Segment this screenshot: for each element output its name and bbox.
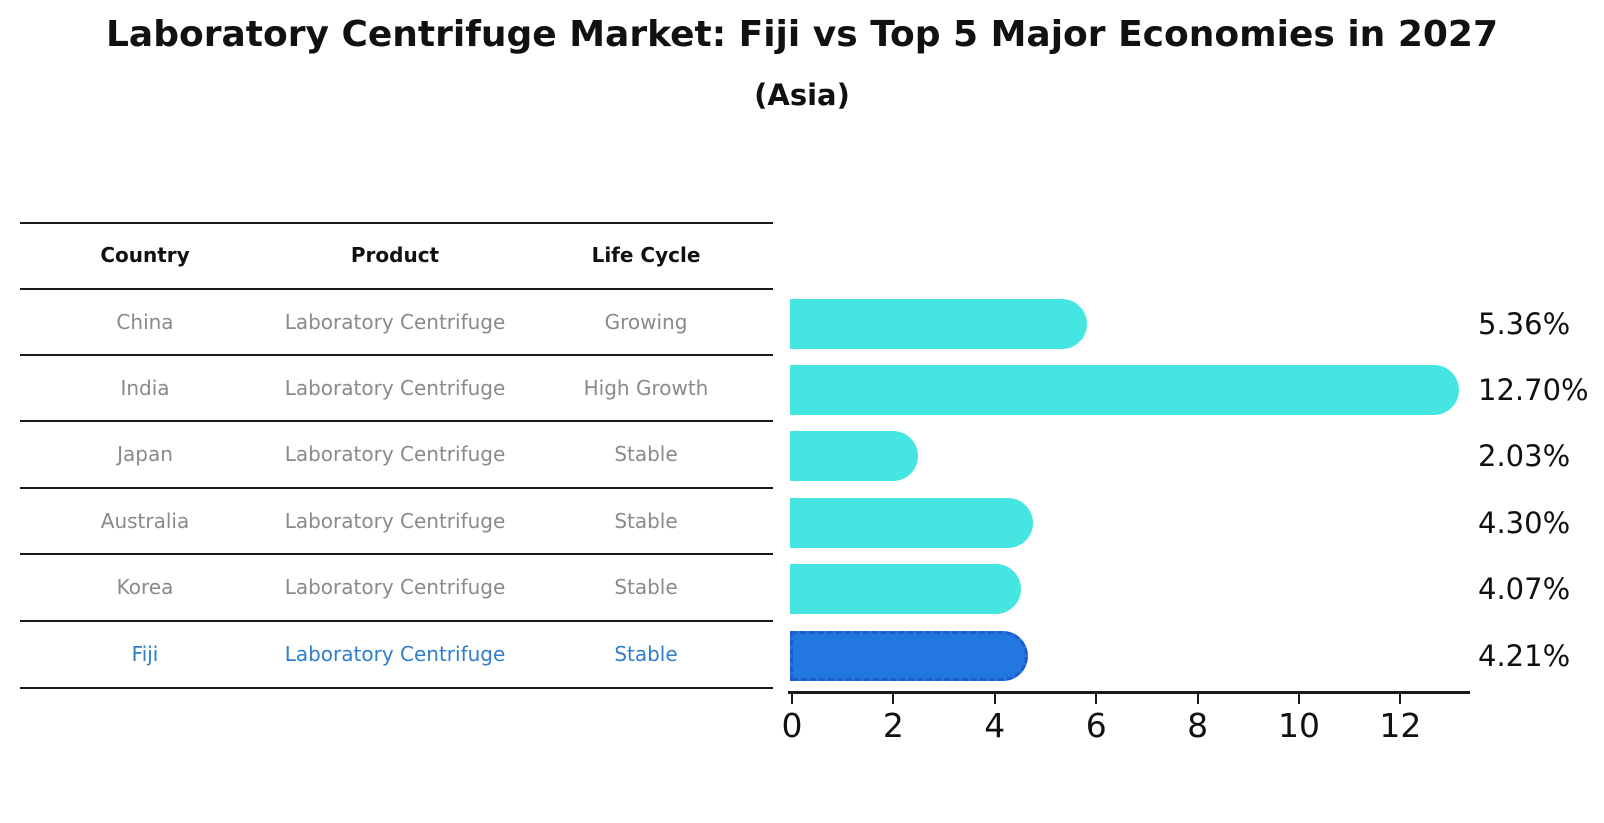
x-axis-tick-8 [1196,694,1199,704]
value-label-korea: 4.07% [1478,572,1571,606]
table-cell-country-australia: Australia [100,509,190,533]
bar-fiji [790,631,1028,681]
bar-china [790,299,1087,349]
table-cell-product-china: Laboratory Centrifuge [284,310,506,334]
table-rule [20,420,773,422]
column-header-product: Product [350,243,440,267]
x-axis-tick-2 [892,694,895,704]
table-cell-life_cycle-china: Growing [604,310,688,334]
table-rule [20,288,773,290]
x-axis-tick-label-0: 0 [781,706,803,745]
table-rule [20,687,773,689]
table-cell-product-australia: Laboratory Centrifuge [284,509,506,533]
table-rule [20,222,773,224]
value-label-fiji: 4.21% [1478,639,1571,673]
x-axis-tick-0 [791,694,793,704]
table-cell-life_cycle-australia: Stable [614,509,678,533]
table-rule [20,487,773,489]
x-axis-tick-label-4: 4 [984,706,1006,745]
table-cell-country-india: India [120,376,170,400]
table-cell-life_cycle-india: High Growth [583,376,709,400]
chart-title: Laboratory Centrifuge Market: Fiji vs To… [105,14,1499,55]
table-cell-product-japan: Laboratory Centrifuge [284,442,506,466]
table-rule [20,553,773,555]
table-cell-life_cycle-korea: Stable [614,575,678,599]
table-cell-life_cycle-japan: Stable [614,442,678,466]
table-cell-country-china: China [116,310,174,334]
table-rule [20,620,773,622]
table-cell-country-fiji: Fiji [131,642,159,666]
value-label-australia: 4.30% [1478,506,1571,540]
value-label-india: 12.70% [1478,373,1589,407]
x-axis-tick-label-12: 12 [1379,706,1422,745]
x-axis-tick-label-2: 2 [882,706,904,745]
chart-subtitle: (Asia) [754,78,850,112]
table-cell-country-korea: Korea [116,575,174,599]
x-axis-tick-label-6: 6 [1085,706,1107,745]
x-axis-tick-12 [1399,694,1402,704]
x-axis-tick-4 [993,694,996,704]
x-axis-tick-10 [1298,694,1300,704]
bar-japan [790,431,918,481]
table-cell-life_cycle-fiji: Stable [614,642,678,666]
column-header-life-cycle: Life Cycle [591,243,701,267]
x-axis-line [788,691,1470,694]
column-header-country: Country [100,243,190,267]
table-rule [20,354,773,356]
x-axis-tick-label-10: 10 [1278,706,1320,745]
table-cell-product-fiji: Laboratory Centrifuge [284,642,506,666]
value-label-china: 5.36% [1478,307,1571,341]
table-cell-product-india: Laboratory Centrifuge [284,376,506,400]
bar-korea [790,564,1021,614]
bar-australia [790,498,1033,548]
table-cell-product-korea: Laboratory Centrifuge [284,575,506,599]
x-axis-tick-label-8: 8 [1187,706,1209,745]
table-cell-country-japan: Japan [117,442,173,466]
value-label-japan: 2.03% [1478,439,1571,473]
bar-india [790,365,1459,415]
x-axis-tick-6 [1095,694,1098,704]
